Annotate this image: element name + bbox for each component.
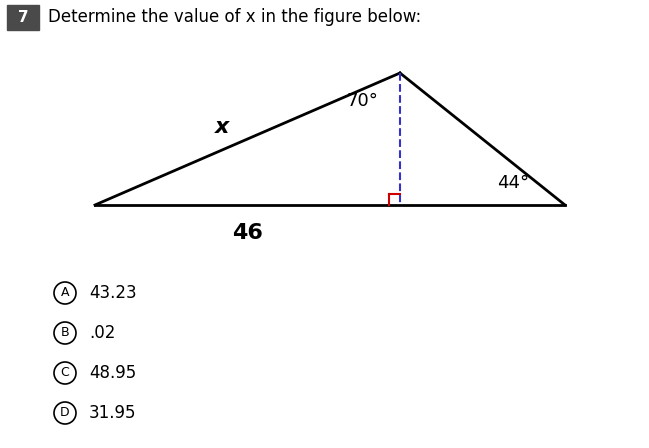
Text: C: C bbox=[60, 366, 69, 379]
Text: 70°: 70° bbox=[346, 92, 378, 110]
FancyBboxPatch shape bbox=[7, 5, 39, 30]
Text: B: B bbox=[61, 327, 69, 340]
Text: 43.23: 43.23 bbox=[89, 284, 137, 302]
Text: 7: 7 bbox=[18, 10, 29, 25]
Text: 44°: 44° bbox=[497, 174, 529, 192]
Text: 46: 46 bbox=[232, 223, 263, 243]
Text: Determine the value of x in the figure below:: Determine the value of x in the figure b… bbox=[48, 9, 421, 26]
Text: x: x bbox=[215, 117, 230, 137]
Text: 48.95: 48.95 bbox=[89, 364, 136, 382]
Text: D: D bbox=[60, 406, 70, 419]
Text: A: A bbox=[61, 287, 69, 300]
Text: 31.95: 31.95 bbox=[89, 404, 136, 422]
Text: .02: .02 bbox=[89, 324, 116, 342]
